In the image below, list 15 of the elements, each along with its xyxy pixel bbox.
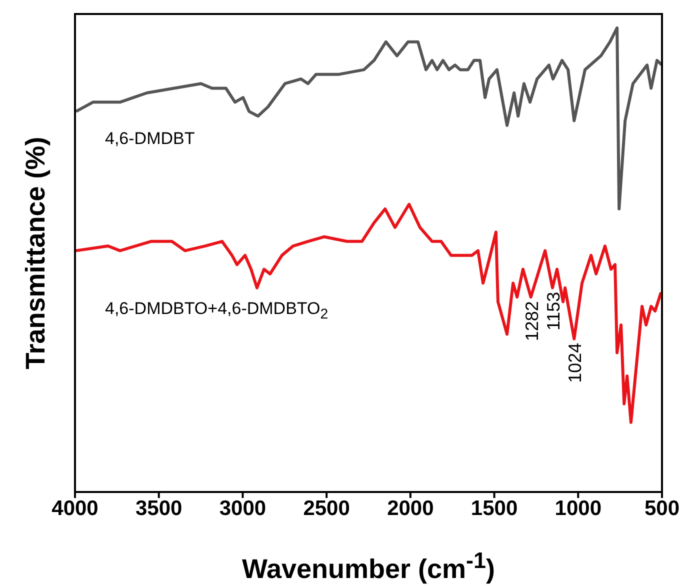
text: 4,6-DMDBTO+4,6-DMDBTO$_{2}$ <box>105 298 328 322</box>
annotation: 1153 <box>543 292 564 331</box>
annotation: 1024 <box>565 342 586 383</box>
x-tick-label: 1000 <box>554 496 602 520</box>
x-tick-label: 1500 <box>470 496 518 520</box>
x-tick-label: 2000 <box>387 496 434 520</box>
x-tick-label: 3500 <box>136 496 182 520</box>
x-axis-title: Wavenumber (cm$^{-1}$) <box>242 548 496 585</box>
x-tick-label: 3000 <box>219 496 266 520</box>
x-tick-label: 500 <box>644 496 680 520</box>
x-tick-label: 4000 <box>52 496 98 520</box>
x-tick-label: 2500 <box>303 496 350 520</box>
annotation: 1282 <box>522 301 542 342</box>
series-label: 4,6-DMDBT <box>105 129 195 150</box>
y-axis-title: Transmittance (%) <box>20 136 52 370</box>
